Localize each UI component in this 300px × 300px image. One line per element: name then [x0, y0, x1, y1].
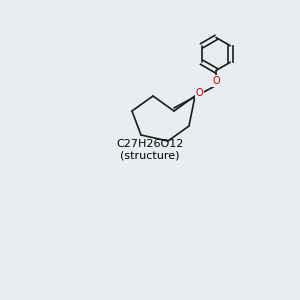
- Text: C27H26O12
(structure): C27H26O12 (structure): [116, 139, 184, 161]
- Text: O: O: [196, 88, 203, 98]
- Text: O: O: [212, 76, 220, 86]
